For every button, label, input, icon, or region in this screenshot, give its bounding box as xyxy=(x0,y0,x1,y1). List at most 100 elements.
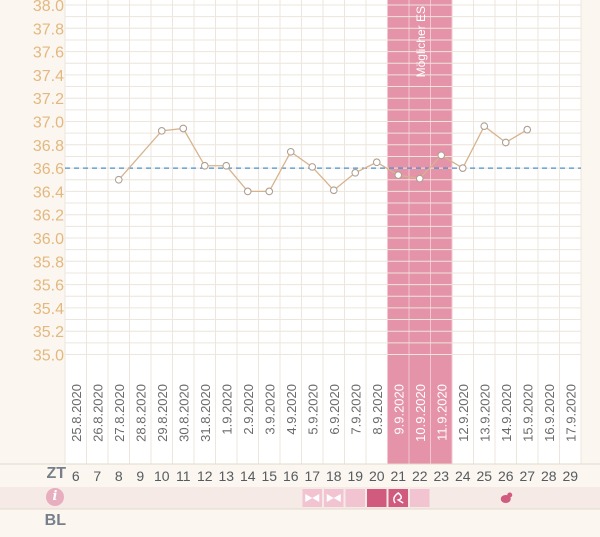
temperature-point xyxy=(200,161,209,170)
cycle-day-number: 9 xyxy=(136,468,144,484)
y-tick-label: 37.6 xyxy=(33,45,64,62)
cycle-day-number: 15 xyxy=(261,468,277,484)
highlight-column xyxy=(430,0,452,510)
cycle-day-number: 13 xyxy=(218,468,234,484)
x-tick-date-label: 7.9.2020 xyxy=(348,384,363,435)
x-tick-date-label: 8.9.2020 xyxy=(370,384,385,435)
x-tick-date-label: 16.9.2020 xyxy=(542,384,557,442)
cycle-day-number: 7 xyxy=(93,468,101,484)
cycle-day-number: 11 xyxy=(176,468,191,484)
highlight-column xyxy=(409,0,431,510)
x-tick-date-label: 25.8.2020 xyxy=(69,384,84,442)
temperature-point xyxy=(157,126,166,135)
cycle-day-number: 25 xyxy=(476,468,492,484)
y-tick-label: 35.4 xyxy=(33,301,64,318)
y-tick-label: 35.0 xyxy=(33,348,64,365)
temperature-point xyxy=(501,138,510,147)
x-tick-date-label: 4.9.2020 xyxy=(284,384,299,435)
temperature-point xyxy=(179,124,188,133)
cycle-day-number: 12 xyxy=(197,468,213,484)
y-tick-label: 36.2 xyxy=(33,208,64,225)
y-tick-label: 36.4 xyxy=(33,184,64,201)
y-tick-label: 35.6 xyxy=(33,278,64,295)
bleeding-row xyxy=(0,509,600,532)
y-tick-label: 38.0 xyxy=(33,0,64,15)
temperature-point xyxy=(523,125,532,134)
y-tick-label: 36.8 xyxy=(33,138,64,155)
cycle-day-number: 20 xyxy=(369,468,385,484)
x-tick-date-label: 12.9.2020 xyxy=(456,384,471,442)
temperature-point xyxy=(458,164,467,172)
cycle-day-number: 6 xyxy=(72,468,80,484)
x-tick-date-label: 10.9.2020 xyxy=(413,384,428,442)
cycle-day-number: 27 xyxy=(519,468,535,484)
temperature-point xyxy=(265,187,274,196)
info-cell xyxy=(410,489,430,507)
cycle-day-number: 19 xyxy=(347,468,363,484)
temperature-point xyxy=(415,174,424,183)
x-tick-date-label: 17.9.2020 xyxy=(563,384,578,442)
y-tick-label: 35.8 xyxy=(33,254,64,271)
y-tick-label: 36.0 xyxy=(33,231,64,248)
y-tick-label: 37.8 xyxy=(33,21,64,38)
bow-icon xyxy=(326,494,341,502)
x-tick-date-label: 15.9.2020 xyxy=(520,384,535,442)
bird-icon xyxy=(500,492,513,503)
x-tick-date-label: 6.9.2020 xyxy=(327,384,342,435)
x-tick-date-label: 31.8.2020 xyxy=(198,384,213,442)
temperature-point xyxy=(394,171,403,179)
info-icon[interactable]: i xyxy=(46,488,64,506)
cycle-day-number: 14 xyxy=(240,468,256,484)
x-tick-date-label: 5.9.2020 xyxy=(305,384,320,435)
y-tick-label: 36.6 xyxy=(33,161,64,178)
cycle-day-row xyxy=(0,464,600,487)
cycle-day-number: 8 xyxy=(115,468,123,484)
temperature-point xyxy=(308,163,317,171)
temperature-point xyxy=(222,161,231,170)
x-tick-date-label: 27.8.2020 xyxy=(112,384,127,442)
cycle-day-number: 22 xyxy=(412,468,428,484)
x-tick-date-label: 11.9.2020 xyxy=(434,384,449,441)
info-cell xyxy=(388,489,408,507)
temperature-point xyxy=(114,175,123,184)
swirl-icon xyxy=(393,492,404,504)
bleeding-row-label: BL xyxy=(44,512,66,529)
info-cell xyxy=(345,489,365,507)
y-tick-label: 37.4 xyxy=(33,68,64,85)
x-tick-date-label: 3.9.2020 xyxy=(262,384,277,435)
bow-icon xyxy=(305,494,320,502)
cycle-day-row-label: ZT xyxy=(46,465,66,482)
cycle-day-number: 18 xyxy=(326,468,342,484)
temperature-point xyxy=(243,187,252,196)
x-tick-date-label: 28.8.2020 xyxy=(133,384,148,442)
band-label: Möglicher ES xyxy=(414,6,428,77)
temperature-point xyxy=(329,186,338,195)
cycle-day-number: 23 xyxy=(433,468,449,484)
cycle-day-number: 17 xyxy=(304,468,320,484)
x-tick-date-label: 2.9.2020 xyxy=(241,384,256,435)
x-tick-date-label: 26.8.2020 xyxy=(90,384,105,442)
y-tick-label: 37.2 xyxy=(33,91,64,108)
temperature-point xyxy=(372,158,381,167)
x-tick-date-label: 29.8.2020 xyxy=(155,384,170,442)
temperature-point xyxy=(480,122,489,131)
x-tick-date-label: 13.9.2020 xyxy=(477,384,492,442)
x-tick-date-label: 30.8.2020 xyxy=(176,384,191,442)
info-cell xyxy=(367,489,387,507)
info-row xyxy=(0,487,600,509)
temperature-point xyxy=(286,147,295,156)
temperature-point xyxy=(351,168,360,177)
cycle-day-number: 26 xyxy=(498,468,514,484)
x-tick-date-label: 9.9.2020 xyxy=(391,384,406,435)
highlight-column xyxy=(387,0,409,510)
y-tick-label: 35.2 xyxy=(33,324,64,341)
y-tick-label: 37.0 xyxy=(33,115,64,132)
x-tick-date-label: 1.9.2020 xyxy=(219,384,234,435)
cycle-day-number: 24 xyxy=(455,468,471,484)
cycle-day-number: 21 xyxy=(390,468,406,484)
cycle-day-number: 16 xyxy=(283,468,299,484)
cycle-day-number: 29 xyxy=(562,468,578,484)
x-tick-date-label: 14.9.2020 xyxy=(499,384,514,442)
